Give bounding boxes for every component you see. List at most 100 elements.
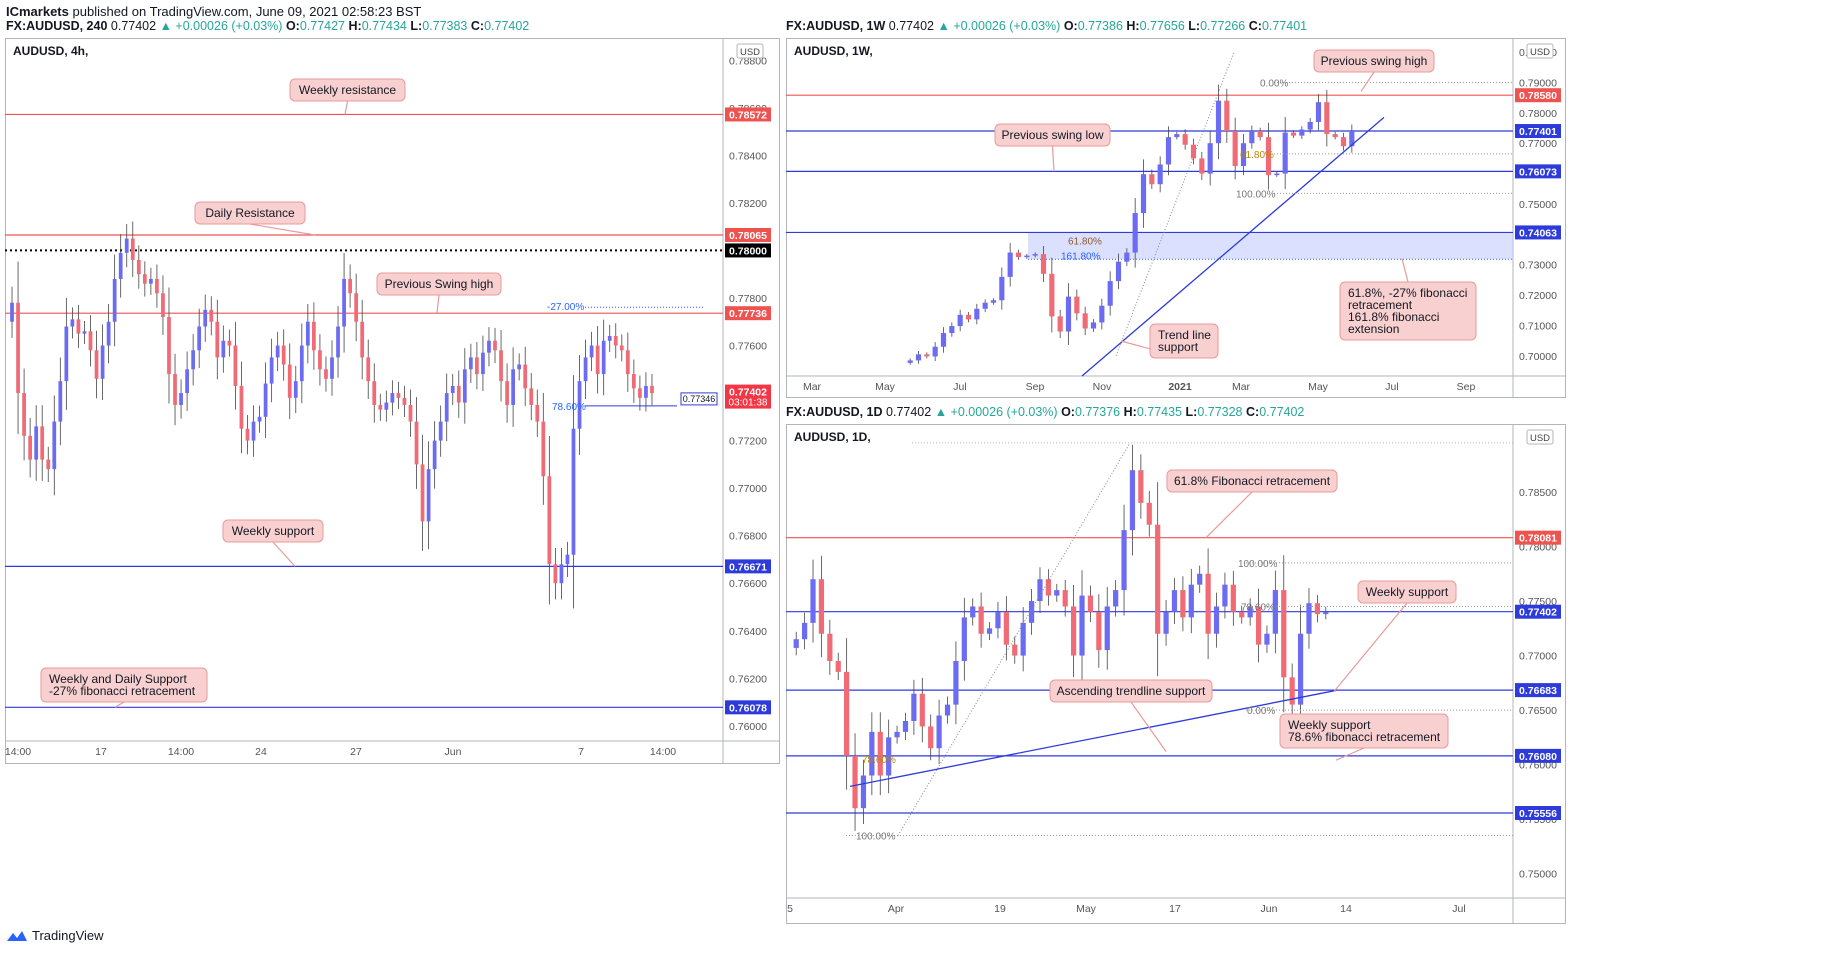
publisher-name[interactable]: ICmarkets	[6, 4, 69, 19]
candle	[589, 331, 594, 372]
x-tick-label: 14	[1340, 903, 1352, 915]
candle	[835, 652, 841, 681]
candle	[287, 343, 292, 419]
candle	[245, 415, 250, 455]
callout-text: 61.8% Fibonacci retracement	[1174, 474, 1331, 488]
candle-body	[1213, 606, 1220, 634]
callout-box	[1339, 281, 1477, 341]
candle	[802, 612, 808, 650]
candle	[1049, 257, 1055, 333]
candle-body	[1174, 134, 1180, 138]
price-tag-bg	[1515, 748, 1561, 763]
candle-body	[269, 357, 274, 384]
candle	[911, 679, 917, 735]
candle	[523, 346, 528, 407]
currency-badge-box	[736, 43, 764, 59]
callout-text: Trend line	[1158, 328, 1211, 342]
candle-body	[999, 276, 1005, 301]
callout-box	[1149, 323, 1219, 359]
candle-body	[149, 278, 153, 284]
level-price-tag: 0.78572	[725, 107, 771, 122]
chart-1w[interactable]: 0.800000.790000.780000.770000.760000.750…	[786, 38, 1566, 398]
candle	[1146, 490, 1152, 537]
pane-label: AUDUSD, 1W,	[794, 44, 873, 58]
candle	[1024, 253, 1030, 259]
candle	[986, 622, 993, 641]
candle-body	[372, 381, 377, 405]
candle	[481, 335, 485, 392]
x-tick-label: 24	[255, 746, 267, 758]
candle-body	[607, 336, 612, 341]
last-price: 0.77402	[110, 19, 157, 33]
candle-body	[541, 421, 546, 477]
candle-body	[559, 564, 564, 584]
currency-label: USD	[1530, 47, 1550, 58]
candle	[844, 638, 850, 790]
candle-body	[986, 628, 993, 634]
candle-body	[1274, 173, 1280, 176]
candle	[1247, 598, 1253, 626]
candle-body	[631, 374, 636, 389]
candle	[94, 330, 99, 399]
candle	[919, 677, 925, 743]
candle-body	[932, 346, 938, 357]
candle	[1215, 84, 1222, 160]
candle	[46, 446, 51, 482]
chart-1d[interactable]: 0.785000.780000.775000.770000.765000.760…	[786, 424, 1566, 924]
candle	[475, 342, 479, 390]
candle-body	[619, 345, 624, 351]
candle-body	[1040, 254, 1047, 274]
candle	[613, 323, 618, 359]
candle	[999, 267, 1005, 310]
candles-1d	[793, 444, 1329, 831]
x-tick-label: Nov	[1093, 381, 1112, 393]
tradingview-footer[interactable]: TradingView	[6, 928, 104, 943]
candle	[852, 733, 858, 831]
candle-body	[1104, 606, 1110, 651]
candle-body	[136, 259, 141, 275]
candle-body	[589, 345, 594, 358]
candle	[1121, 504, 1127, 616]
candle	[22, 368, 26, 461]
callout-box	[289, 78, 406, 102]
fib-label: 78.60%	[552, 402, 586, 413]
candle	[1132, 198, 1138, 268]
close-value: 0.77401	[1261, 19, 1308, 33]
candle-body	[450, 385, 455, 394]
chart-4h[interactable]: 0.788000.786000.784000.782000.780000.778…	[5, 38, 780, 764]
candle	[112, 254, 117, 347]
last-price: 0.77402	[886, 405, 932, 419]
x-tick-label: 5	[787, 903, 793, 915]
candle-body	[1323, 611, 1329, 615]
candle	[1349, 124, 1355, 153]
price-tag-bg	[1515, 225, 1561, 240]
candle-body	[547, 476, 552, 565]
candle	[953, 641, 959, 725]
candle	[203, 294, 208, 342]
candle-body	[1065, 296, 1072, 332]
trend-line	[1081, 116, 1385, 377]
candle-body	[613, 336, 618, 346]
candle-body	[978, 606, 984, 634]
candle	[936, 699, 942, 765]
price-tag-label: 0.78081	[1519, 533, 1557, 545]
candle-body	[1015, 252, 1022, 258]
low-value: 0.77266	[1200, 19, 1246, 33]
price-tag-bg	[725, 227, 771, 242]
price-tag-bg	[1515, 530, 1561, 545]
chart-frame	[786, 424, 1566, 924]
candle	[372, 363, 377, 423]
candle	[1314, 595, 1320, 623]
candle	[499, 329, 503, 402]
candle-body	[487, 340, 491, 353]
candle	[384, 390, 389, 422]
callout-weekly-support: Weekly support	[222, 519, 324, 567]
callout-box	[1049, 679, 1213, 703]
fib-label: 61.80%	[1240, 150, 1274, 161]
candle	[1045, 569, 1051, 606]
callout-box	[222, 519, 324, 543]
callout-box	[1166, 469, 1338, 493]
candle	[40, 405, 45, 481]
callout-pointer	[114, 701, 125, 708]
candle	[106, 303, 111, 364]
